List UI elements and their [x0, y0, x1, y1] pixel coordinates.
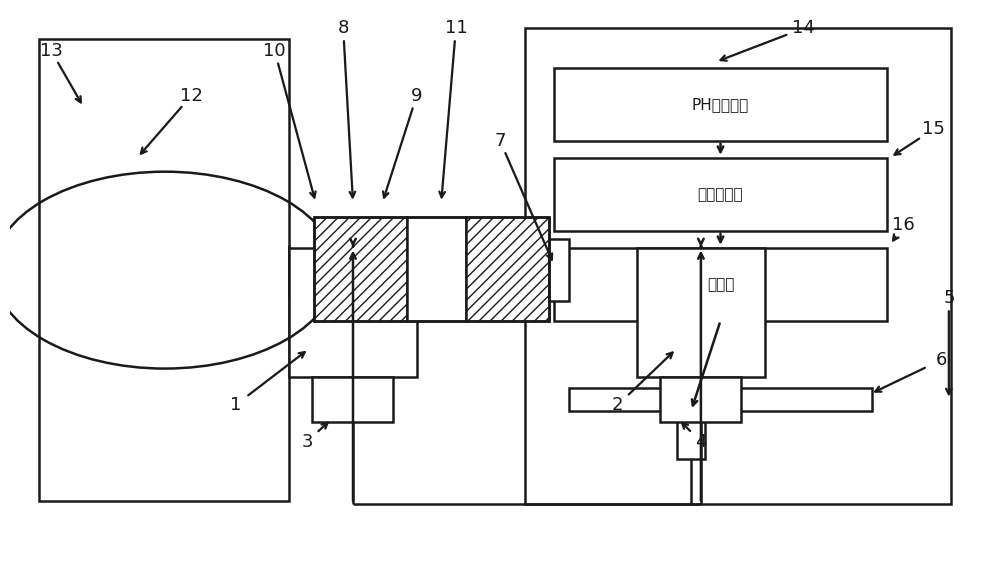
Text: PH值传感器: PH值传感器 [692, 96, 749, 112]
Text: 2: 2 [612, 396, 623, 414]
Text: 8: 8 [338, 20, 349, 37]
Text: 5: 5 [943, 289, 955, 307]
Bar [554, 68, 887, 141]
Text: 1: 1 [230, 396, 241, 414]
Bar [289, 247, 417, 377]
Text: 数据处理器: 数据处理器 [698, 187, 743, 201]
Bar [407, 217, 466, 321]
Bar [660, 377, 741, 422]
Bar [466, 217, 549, 321]
Text: 11: 11 [445, 20, 467, 37]
Text: 7: 7 [494, 132, 506, 150]
Bar [524, 28, 951, 503]
Bar [314, 217, 549, 321]
Text: 10: 10 [263, 42, 286, 60]
Bar [637, 247, 765, 377]
Bar [314, 217, 407, 321]
Text: 14: 14 [792, 20, 815, 37]
Bar [549, 239, 569, 301]
Text: 13: 13 [40, 42, 63, 60]
Text: 3: 3 [301, 433, 313, 451]
Text: 16: 16 [892, 216, 915, 234]
Bar [569, 388, 872, 411]
Bar [554, 158, 887, 231]
Text: 6: 6 [935, 351, 947, 369]
Text: 9: 9 [411, 87, 422, 104]
Bar [312, 377, 393, 422]
Bar [554, 247, 887, 321]
Text: 12: 12 [180, 87, 203, 104]
Text: 15: 15 [922, 121, 945, 138]
Text: 控制器: 控制器 [707, 277, 734, 292]
Text: 4: 4 [695, 433, 707, 451]
Bar [39, 40, 289, 501]
Bar [677, 411, 705, 459]
